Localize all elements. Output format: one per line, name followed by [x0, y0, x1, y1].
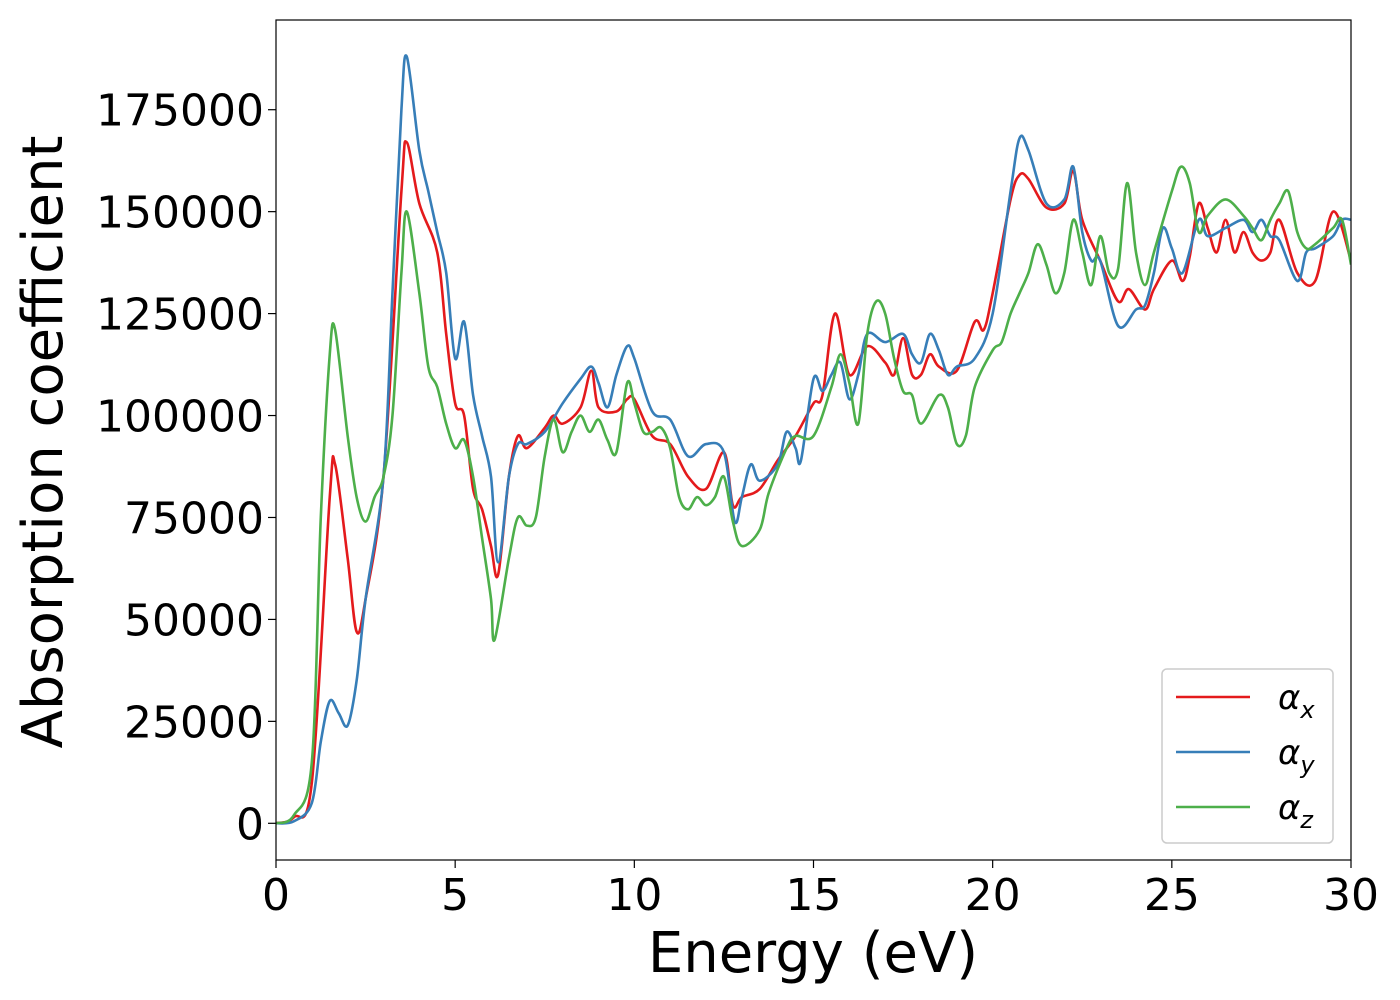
- x-tick-label: 25: [1144, 870, 1200, 921]
- y-tick-label: 125000: [96, 290, 264, 341]
- x-tick-label: 15: [786, 870, 842, 921]
- y-tick-label: 75000: [124, 493, 264, 544]
- legend-box: [1161, 668, 1334, 844]
- y-tick-label: 150000: [96, 188, 264, 239]
- y-tick-label: 25000: [124, 697, 264, 748]
- y-tick-label: 0: [236, 799, 264, 850]
- y-tick-label: 175000: [96, 86, 264, 137]
- legend-label: αz: [1278, 788, 1314, 834]
- y-tick-label: 50000: [124, 595, 264, 646]
- y-tick-label: 100000: [96, 392, 264, 443]
- series-line: [276, 54, 1351, 825]
- y-axis-label: Absorption coefficient: [11, 136, 76, 749]
- x-tick-label: 5: [441, 870, 469, 921]
- x-tick-label: 0: [262, 870, 290, 921]
- series-line: [276, 165, 1351, 825]
- legend-label: αx: [1278, 678, 1315, 724]
- x-tick-label: 10: [606, 870, 662, 921]
- x-tick-label: 30: [1323, 870, 1379, 921]
- legend-label: αy: [1278, 733, 1315, 779]
- x-tick-label: 20: [965, 870, 1021, 921]
- plot-frame: [275, 19, 1352, 861]
- x-axis-label: Energy (eV): [648, 921, 978, 986]
